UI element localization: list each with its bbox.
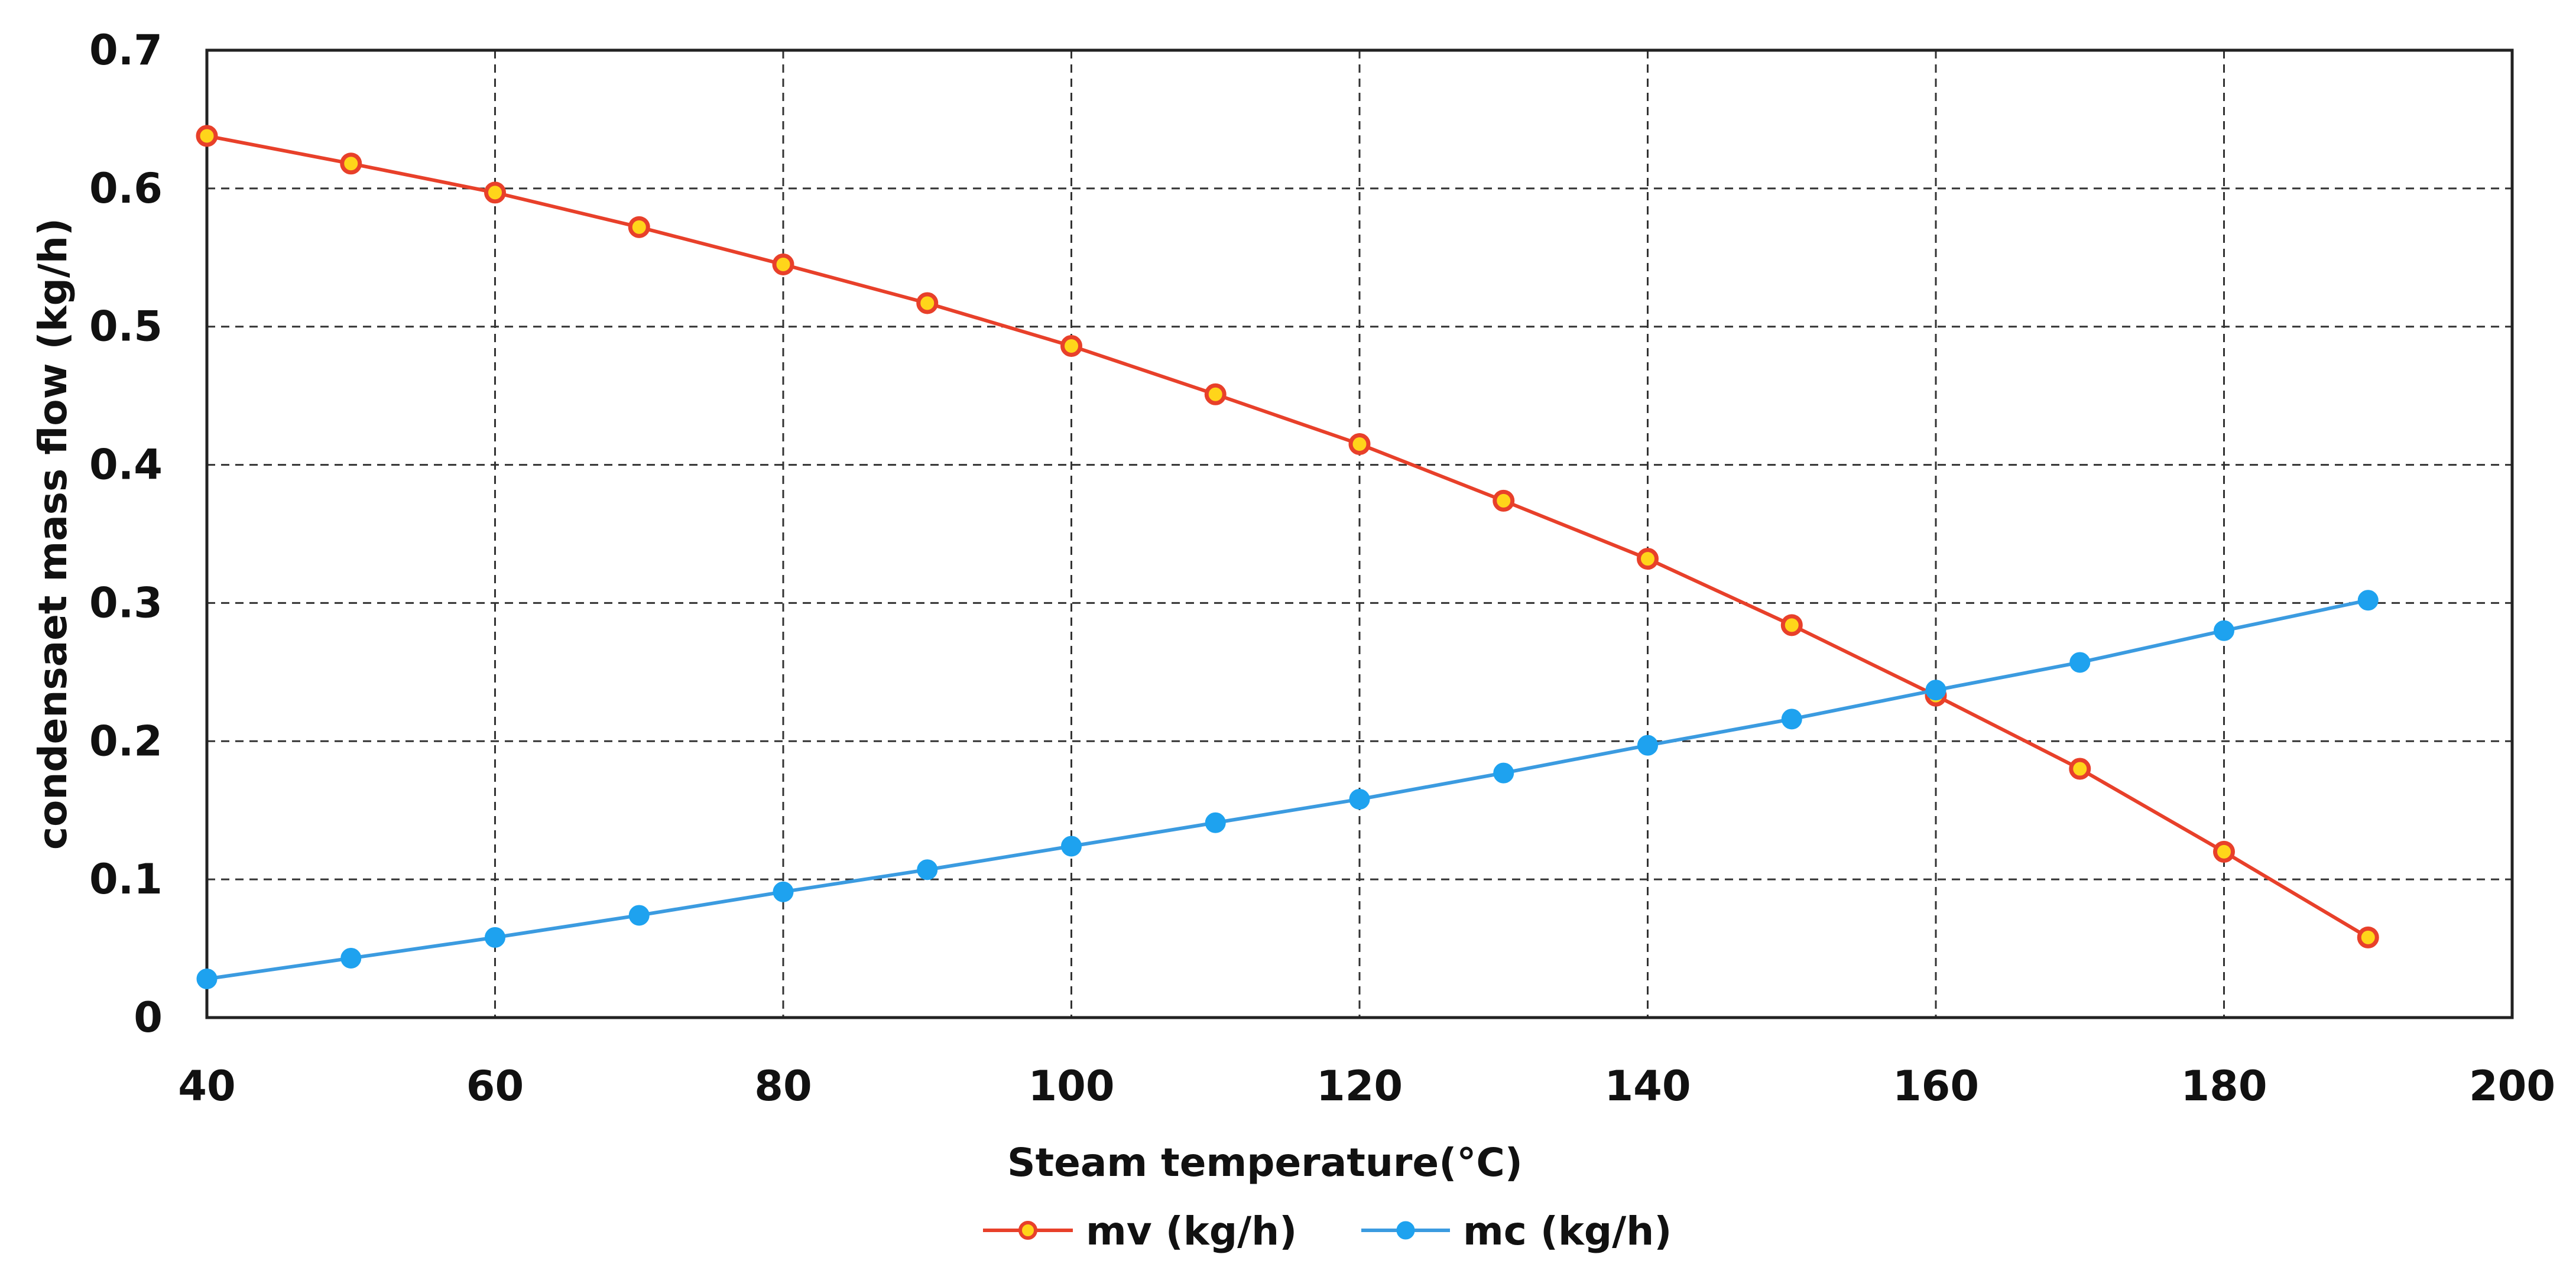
legend-marker (1396, 1221, 1415, 1240)
legend-item-1: mc (kg/h) (1361, 1208, 1672, 1254)
data-point (2069, 758, 2091, 780)
x-axis-tick-labels: 40 60 80 100 120 140 160 180 200 (178, 1062, 2555, 1110)
data-point (1204, 383, 1227, 405)
x-tick-label: 120 (1316, 1062, 1403, 1110)
data-point (1637, 735, 1658, 756)
series-line-1 (205, 598, 2370, 981)
y-tick-label: 0 (134, 993, 163, 1042)
data-point (2069, 652, 2091, 673)
data-point (196, 125, 218, 147)
x-tick-label: 140 (1604, 1062, 1691, 1110)
data-point (2357, 926, 2379, 948)
data-point (1493, 762, 1514, 784)
data-point (1781, 709, 1802, 730)
series-line-0 (205, 134, 2370, 940)
data-point (1637, 548, 1659, 570)
data-point (2213, 840, 2235, 863)
data-point (1349, 789, 1370, 810)
y-tick-label: 0.1 (89, 855, 163, 904)
x-axis-title: Steam temperature(°C) (1007, 1140, 1523, 1185)
data-point (1780, 614, 1803, 636)
y-tick-label: 0.5 (89, 303, 163, 351)
x-tick-label: 180 (2181, 1062, 2267, 1110)
data-series (196, 125, 2379, 990)
data-point (628, 905, 650, 926)
data-point (196, 969, 218, 990)
x-tick-label: 160 (1893, 1062, 1979, 1110)
legend-label: mc (kg/h) (1463, 1208, 1672, 1254)
data-point (772, 253, 794, 275)
x-tick-label: 80 (754, 1062, 812, 1110)
x-tick-label: 100 (1028, 1062, 1114, 1110)
grid-lines (207, 50, 2512, 1018)
data-point (2357, 590, 2379, 611)
y-tick-label: 0.4 (89, 441, 163, 489)
data-point (1493, 489, 1515, 512)
y-tick-label: 0.7 (89, 26, 163, 74)
data-point (917, 859, 938, 880)
data-point (485, 927, 505, 948)
x-tick-label: 200 (2469, 1062, 2555, 1110)
legend: mv (kg/h) mc (kg/h) (983, 1208, 1672, 1254)
data-point (340, 947, 362, 969)
data-point (484, 181, 506, 204)
data-point (1060, 334, 1082, 357)
data-point (1205, 812, 1226, 833)
y-axis-tick-labels: 0 0.1 0.2 0.3 0.4 0.5 0.6 0.7 (89, 26, 163, 1042)
y-tick-label: 0.6 (89, 164, 163, 213)
y-axis-title: condensaet mass flow (kg/h) (30, 218, 76, 850)
x-tick-label: 60 (466, 1062, 524, 1110)
y-tick-label: 0.3 (89, 579, 163, 627)
data-point (1925, 680, 1946, 701)
data-point (773, 881, 794, 902)
data-point (1061, 836, 1082, 857)
data-point (628, 216, 650, 238)
data-point (2214, 620, 2234, 641)
data-point (340, 152, 362, 175)
legend-item-0: mv (kg/h) (983, 1208, 1297, 1254)
plot-area-frame (205, 48, 2514, 1019)
data-point (1348, 433, 1371, 455)
y-tick-label: 0.2 (89, 717, 163, 765)
x-tick-label: 40 (178, 1062, 235, 1110)
legend-marker (1018, 1221, 1037, 1240)
data-point (916, 292, 939, 314)
series-1 (196, 590, 2379, 990)
legend-label: mv (kg/h) (1086, 1208, 1297, 1254)
